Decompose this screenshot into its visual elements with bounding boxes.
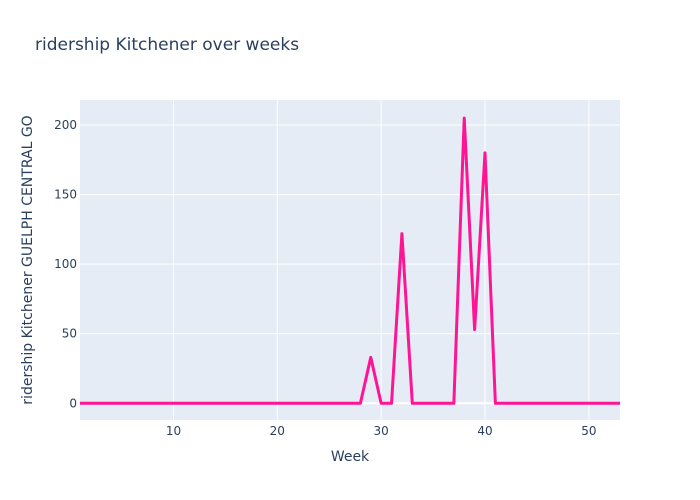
y-tick-label: 0 (69, 396, 77, 410)
y-tick-label: 50 (62, 327, 77, 341)
y-tick-label: 100 (54, 257, 77, 271)
x-tick-label: 20 (270, 424, 285, 438)
x-tick-label: 10 (166, 424, 181, 438)
chart-title: ridership Kitchener over weeks (35, 35, 299, 55)
y-axis-title: ridership Kitchener GUELPH CENTRAL GO (20, 115, 36, 404)
x-axis-title: Week (331, 449, 370, 465)
x-tick-label: 40 (477, 424, 492, 438)
x-tick-label: 30 (374, 424, 389, 438)
y-tick-label: 200 (54, 118, 77, 132)
x-tick-labels: 10 20 30 40 50 (166, 424, 597, 438)
y-tick-label: 150 (54, 188, 77, 202)
series-line (80, 116, 620, 405)
x-tick-label: 50 (581, 424, 596, 438)
y-tick-labels: 0 50 100 150 200 (54, 118, 77, 410)
plot-area (80, 100, 620, 420)
